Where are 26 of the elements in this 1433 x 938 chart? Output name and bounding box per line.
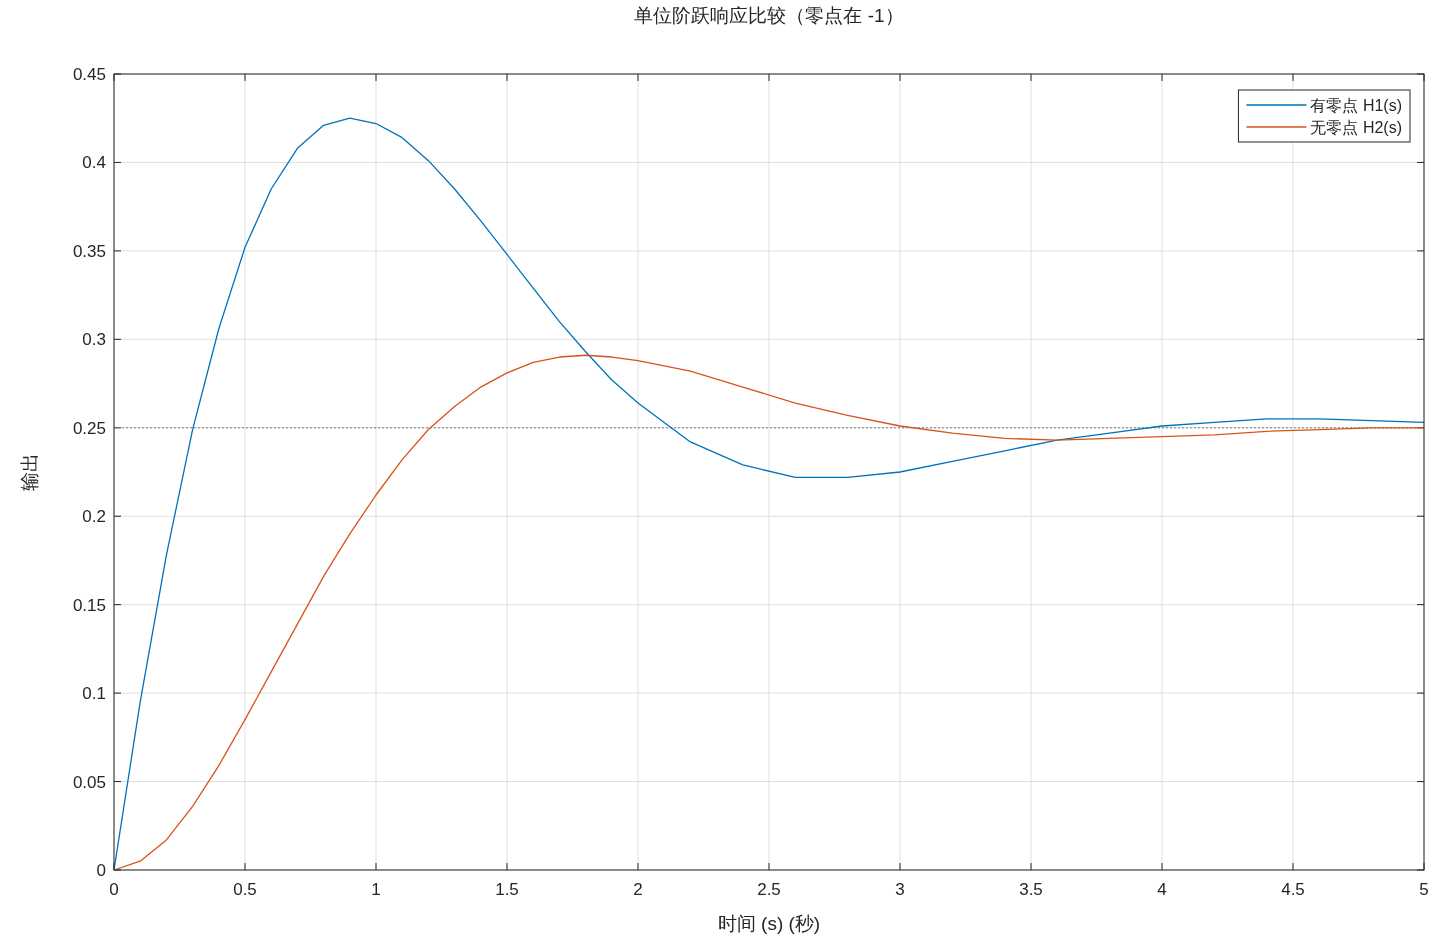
y-tick-label: 0.2 <box>82 507 106 527</box>
y-tick-label: 0.25 <box>72 418 106 438</box>
x-tick-label: 1 <box>371 880 381 899</box>
y-tick-label: 0.4 <box>82 153 106 173</box>
y-tick-label: 0.35 <box>72 241 106 261</box>
chart-title: 单位阶跃响应比较（零点在 -1） <box>634 5 904 26</box>
x-tick-label: 2 <box>633 880 643 899</box>
y-tick-label: 0.05 <box>72 772 106 792</box>
x-tick-label: 4 <box>1157 880 1167 899</box>
x-tick-label: 4.5 <box>1281 880 1305 899</box>
x-tick-label: 2.5 <box>757 880 781 899</box>
x-tick-label: 3 <box>895 880 905 899</box>
y-tick-label: 0 <box>96 861 106 880</box>
y-tick-label: 0.45 <box>72 65 106 84</box>
y-tick-label: 0.1 <box>82 684 106 704</box>
legend-label: 有零点 H1(s) <box>1310 97 1402 114</box>
y-tick-label: 0.15 <box>72 595 106 615</box>
legend-label: 无零点 H2(s) <box>1310 119 1402 136</box>
x-tick-label: 0.5 <box>233 880 257 899</box>
y-tick-label: 0.3 <box>82 330 106 350</box>
x-tick-label: 0 <box>109 880 119 899</box>
x-tick-label: 3.5 <box>1019 880 1043 899</box>
x-tick-label: 5 <box>1419 880 1429 899</box>
y-axis-title: 输出 <box>19 453 40 491</box>
x-tick-label: 1.5 <box>495 880 519 899</box>
x-axis-title: 时间 (s) (秒) <box>717 913 821 934</box>
